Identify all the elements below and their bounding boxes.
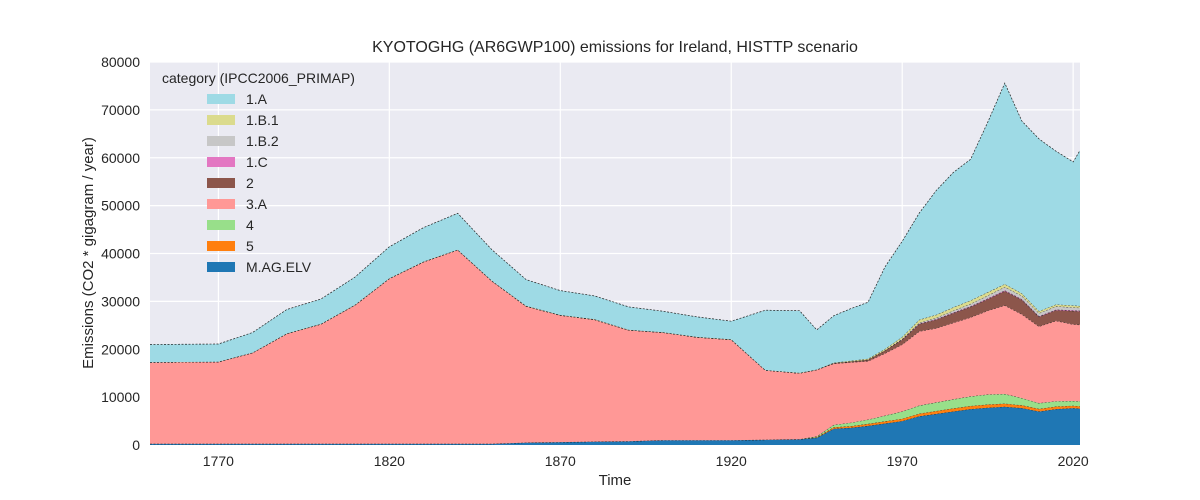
legend-swatch (207, 199, 235, 209)
y-tick-label: 20000 (101, 341, 140, 357)
x-tick-label: 2020 (1058, 453, 1089, 469)
x-tick-label: 1820 (374, 453, 405, 469)
area-edge-1-a (149, 82, 1081, 345)
area-3-a (150, 249, 1080, 444)
legend-swatch (207, 115, 235, 125)
y-tick-label: 30000 (101, 293, 140, 309)
area-4 (150, 394, 1080, 444)
legend: category (IPCC2006_PRIMAP) 1.A 1.B.1 1.B.2… (162, 70, 355, 275)
x-axis-label: Time (599, 472, 632, 489)
legend-label: 1.B.2 (246, 133, 279, 149)
y-tick-label: 60000 (101, 150, 140, 166)
x-tick-label: 1920 (716, 453, 747, 469)
area-1-a (150, 83, 1080, 373)
area-5 (150, 403, 1080, 444)
legend-swatch (207, 94, 235, 104)
legend-label: 4 (246, 217, 254, 233)
y-tick-label: 80000 (101, 54, 140, 70)
legend-swatch (207, 157, 235, 167)
legend-swatch (207, 262, 235, 272)
x-tick-label: 1870 (545, 453, 576, 469)
legend-label: 1.C (246, 154, 268, 170)
y-axis: 0 10000 20000 30000 40000 50000 60000 70000 8000… (101, 54, 140, 453)
legend-label: 3.A (246, 196, 268, 212)
legend-label: 2 (246, 175, 254, 191)
legend-swatch (207, 220, 235, 230)
y-axis-label: Emissions (CO2 * gigagram / year) (80, 137, 97, 369)
y-tick-label: 0 (132, 437, 140, 453)
legend-swatch (207, 136, 235, 146)
legend-swatch (207, 178, 235, 188)
x-axis: 1770 1820 1870 1920 1970 2020 (203, 453, 1089, 469)
legend-label: 1.A (246, 91, 268, 107)
legend-label: M.AG.ELV (246, 259, 312, 275)
x-tick-label: 1770 (203, 453, 234, 469)
y-tick-label: 70000 (101, 102, 140, 118)
area-edge-5 (150, 403, 1081, 445)
legend-title: category (IPCC2006_PRIMAP) (162, 70, 355, 86)
chart-title: KYOTOGHG (AR6GWP100) emissions for Irela… (372, 39, 858, 56)
y-tick-label: 10000 (101, 389, 140, 405)
y-tick-label: 40000 (101, 246, 140, 262)
x-tick-label: 1970 (887, 453, 918, 469)
stacked-areas (149, 82, 1081, 445)
area-m-ag-elv (150, 406, 1080, 445)
legend-label: 1.B.1 (246, 112, 279, 128)
legend-swatch (207, 241, 235, 251)
legend-label: 5 (246, 238, 254, 254)
y-tick-label: 50000 (101, 198, 140, 214)
